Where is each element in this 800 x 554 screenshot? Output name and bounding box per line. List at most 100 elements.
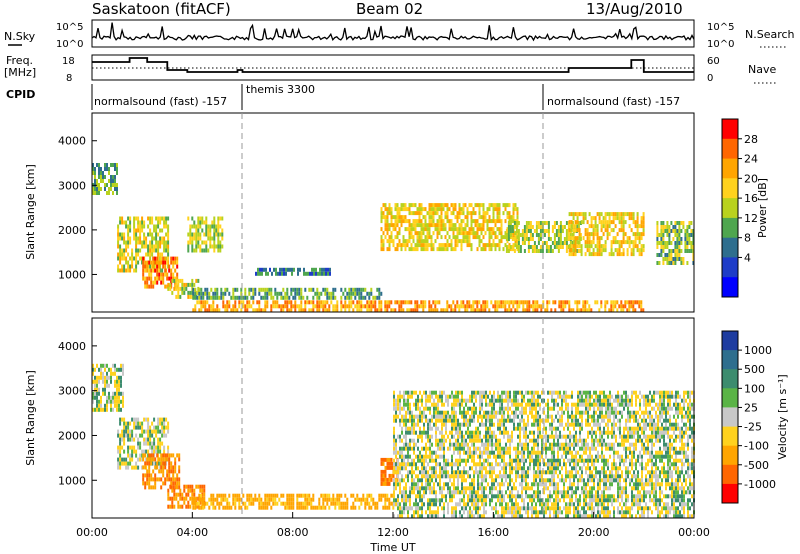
heatmap-cell xyxy=(581,402,583,407)
heatmap-cell xyxy=(396,207,399,212)
heatmap-cell xyxy=(667,390,669,395)
heatmap-cell xyxy=(139,240,142,245)
heatmap-cell xyxy=(170,260,173,265)
heatmap-cell xyxy=(547,414,549,419)
heatmap-cell xyxy=(179,286,182,291)
heatmap-cell xyxy=(511,402,513,407)
heatmap-cell xyxy=(613,450,615,455)
heatmap-cell xyxy=(315,271,317,276)
heatmap-cell xyxy=(485,422,487,427)
heatmap-cell xyxy=(627,430,629,435)
heatmap-cell xyxy=(649,450,651,455)
heatmap-cell xyxy=(665,426,667,431)
heatmap-cell xyxy=(480,223,483,228)
heatmap-cell xyxy=(404,243,407,248)
heatmap-cell xyxy=(481,422,483,427)
heatmap-cell xyxy=(234,505,237,510)
heatmap-cell xyxy=(332,501,335,506)
heatmap-cell xyxy=(565,221,568,225)
heatmap-cell xyxy=(248,501,251,506)
heatmap-cell xyxy=(112,371,114,376)
heatmap-cell xyxy=(125,224,128,229)
heatmap-cell xyxy=(443,458,445,463)
heatmap-cell xyxy=(125,248,128,253)
heatmap-cell xyxy=(380,477,383,482)
heatmap-cell xyxy=(489,414,491,419)
heatmap-cell xyxy=(505,426,507,431)
heatmap-cell xyxy=(238,505,241,510)
heatmap-cell xyxy=(429,406,431,411)
heatmap-cell xyxy=(394,203,397,208)
heatmap-cell xyxy=(129,421,132,426)
heatmap-cell xyxy=(144,465,147,470)
heatmap-cell xyxy=(137,441,140,446)
heatmap-cell xyxy=(539,454,541,459)
heatmap-cell xyxy=(240,308,243,313)
heatmap-cell xyxy=(431,394,433,399)
heatmap-cell xyxy=(460,243,463,248)
heatmap-cell xyxy=(551,418,553,423)
heatmap-cell xyxy=(496,300,499,305)
heatmap-cell xyxy=(478,211,481,216)
heatmap-cell xyxy=(141,421,144,426)
heatmap-cell xyxy=(537,454,539,459)
heatmap-cell xyxy=(435,450,437,455)
heatmap-cell xyxy=(455,394,457,399)
heatmap-cell xyxy=(445,398,447,403)
heatmap-cell xyxy=(513,221,516,225)
heatmap-cell xyxy=(413,390,415,395)
heatmap-cell xyxy=(465,402,467,407)
heatmap-cell xyxy=(666,225,669,229)
heatmap-cell xyxy=(549,422,551,427)
heatmap-cell xyxy=(155,236,158,241)
heatmap-cell xyxy=(290,287,293,292)
heatmap-cell xyxy=(356,291,359,296)
heatmap-cell xyxy=(539,245,542,249)
heatmap-cell xyxy=(666,233,669,237)
heatmap-cell xyxy=(688,237,691,241)
heatmap-cell xyxy=(313,271,315,276)
heatmap-cell xyxy=(473,438,475,443)
heatmap-cell xyxy=(589,422,591,427)
heatmap-cell xyxy=(437,394,439,399)
heatmap-cell xyxy=(619,398,621,403)
heatmap-cell xyxy=(596,224,599,229)
heatmap-cell xyxy=(479,438,481,443)
heatmap-cell xyxy=(334,295,337,300)
heatmap-cell xyxy=(431,454,433,459)
heatmap-cell xyxy=(627,454,629,459)
heatmap-cell xyxy=(533,442,535,447)
heatmap-cell xyxy=(395,410,397,415)
heatmap-cell xyxy=(454,308,457,313)
heatmap-cell xyxy=(585,398,587,403)
heatmap-cell xyxy=(457,442,459,447)
heatmap-cell xyxy=(567,410,569,415)
heatmap-cell xyxy=(539,450,541,455)
heatmap-cell xyxy=(584,240,587,245)
heatmap-cell xyxy=(655,454,657,459)
heatmap-cell xyxy=(172,465,175,470)
heatmap-cell xyxy=(162,461,165,466)
heatmap-cell xyxy=(469,446,471,451)
heatmap-cell xyxy=(666,241,669,245)
heatmap-cell xyxy=(656,261,659,265)
heatmap-cell xyxy=(463,418,465,423)
heatmap-cell xyxy=(563,450,565,455)
heatmap-cell xyxy=(244,308,247,313)
heatmap-cell xyxy=(557,229,560,233)
heatmap-cell xyxy=(356,287,359,292)
heatmap-cell xyxy=(587,422,589,427)
heatmap-cell xyxy=(127,421,130,426)
heatmap-cell xyxy=(563,398,565,403)
heatmap-cell xyxy=(305,271,307,276)
heatmap-cell xyxy=(629,430,631,435)
heatmap-cell xyxy=(525,442,527,447)
heatmap-cell xyxy=(471,394,473,399)
heatmap-cell xyxy=(151,220,154,225)
heatmap-cell xyxy=(515,245,518,249)
heatmap-cell xyxy=(573,454,575,459)
heatmap-cell xyxy=(248,304,251,309)
heatmap-cell xyxy=(482,215,485,220)
heatmap-cell xyxy=(509,450,511,455)
heatmap-cell xyxy=(591,418,593,423)
